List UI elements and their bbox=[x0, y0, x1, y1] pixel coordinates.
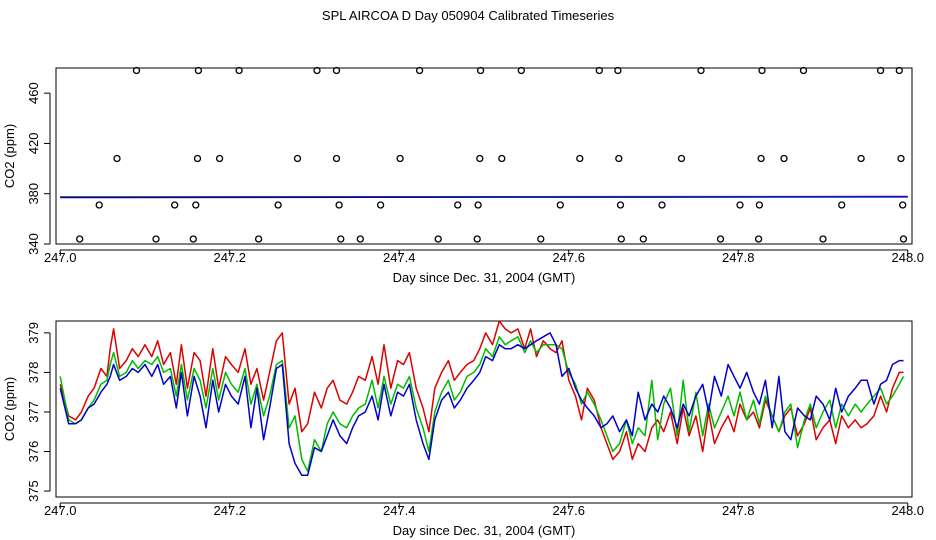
bottom-x-tick-label: 247.4 bbox=[383, 503, 416, 518]
top-calibration-point bbox=[899, 235, 908, 243]
bottom-x-tick-label: 247.6 bbox=[552, 503, 585, 518]
top-calibration-point bbox=[476, 66, 485, 75]
top-calibration-point bbox=[474, 201, 482, 209]
top-calibration-point bbox=[498, 154, 506, 163]
top-calibration-point bbox=[192, 201, 200, 209]
top-calibration-point bbox=[415, 66, 424, 75]
bottom-x-tick-label: 248.0 bbox=[891, 503, 924, 518]
top-calibration-point bbox=[658, 201, 666, 209]
top-calibration-point bbox=[716, 235, 725, 243]
top-calibration-point bbox=[454, 201, 462, 209]
top-calibration-point bbox=[434, 235, 442, 243]
top-calibration-point bbox=[615, 154, 623, 163]
top-x-tick-label: 247.8 bbox=[722, 250, 755, 265]
top-calibration-point bbox=[754, 235, 763, 243]
top-calibration-point bbox=[235, 66, 243, 75]
top-calibration-point bbox=[639, 235, 647, 243]
top-calibration-point bbox=[335, 201, 343, 209]
top-calibration-point bbox=[313, 66, 321, 75]
top-y-tick-label: 340 bbox=[26, 233, 41, 255]
top-calibration-point bbox=[293, 154, 302, 163]
top-calibration-point bbox=[736, 201, 744, 209]
top-calibration-point bbox=[337, 235, 345, 243]
top-calibration-point bbox=[194, 66, 203, 75]
top-calibration-point bbox=[576, 154, 584, 163]
top-calibration-point bbox=[537, 235, 545, 243]
top-calibration-point bbox=[838, 201, 846, 209]
bottom-x-tick-label: 247.8 bbox=[722, 503, 755, 518]
top-calibration-point bbox=[780, 154, 788, 163]
top-calibration-point bbox=[332, 154, 341, 163]
top-x-tick-label: 248.0 bbox=[891, 250, 924, 265]
top-calibration-point bbox=[857, 154, 865, 163]
top-calibration-point bbox=[396, 154, 404, 163]
bottom-series-green-line bbox=[59, 336, 905, 473]
top-calibration-point bbox=[76, 235, 84, 243]
top-calibration-point bbox=[895, 66, 903, 75]
bottom-y-tick-label: 377 bbox=[26, 401, 41, 423]
top-calibration-point bbox=[799, 66, 808, 75]
top-calibration-point bbox=[376, 201, 385, 209]
bottom-x-axis-label: Day since Dec. 31, 2004 (GMT) bbox=[393, 523, 576, 538]
top-calibration-point bbox=[152, 235, 160, 243]
top-calibration-point bbox=[677, 154, 686, 163]
bottom-series-blue-line bbox=[59, 332, 904, 476]
top-calibration-point bbox=[595, 66, 603, 75]
top-calibration-point bbox=[897, 154, 905, 163]
bottom-x-tick-label: 247.2 bbox=[213, 503, 246, 518]
top-panel: 247.0 247.2 247.4 247.6 247.8 248.0 340 380 420 4… bbox=[2, 66, 924, 285]
top-calibration-point bbox=[113, 154, 121, 163]
top-calibration-point bbox=[697, 66, 705, 75]
top-calibration-point bbox=[819, 235, 827, 243]
top-calibration-point bbox=[193, 154, 202, 163]
top-calibration-point bbox=[517, 66, 525, 75]
bottom-y-tick-label: 376 bbox=[26, 441, 41, 463]
top-x-tick-label: 247.4 bbox=[383, 250, 416, 265]
top-calibration-point bbox=[132, 66, 141, 75]
top-x-axis-label: Day since Dec. 31, 2004 (GMT) bbox=[393, 270, 576, 285]
top-x-tick-label: 247.0 bbox=[44, 250, 77, 265]
top-calibration-point bbox=[274, 201, 282, 209]
top-calibration-point bbox=[332, 66, 341, 75]
top-calibration-point bbox=[473, 235, 481, 243]
top-calibration-point bbox=[254, 235, 263, 243]
bottom-y-axis-label: CO2 (ppm) bbox=[2, 377, 17, 441]
chart-title: SPL AIRCOA D Day 050904 Calibrated Times… bbox=[321, 8, 615, 23]
top-calibration-point bbox=[899, 201, 907, 209]
top-y-tick-label: 380 bbox=[26, 183, 41, 205]
top-plot-frame bbox=[55, 67, 913, 245]
top-x-tick-label: 247.2 bbox=[213, 250, 246, 265]
bottom-y-tick-label: 379 bbox=[26, 322, 41, 344]
bottom-series-red-line bbox=[59, 320, 904, 461]
top-calibration-point bbox=[476, 154, 484, 163]
top-y-tick-label: 420 bbox=[26, 133, 41, 155]
bottom-y-tick-label: 378 bbox=[26, 362, 41, 384]
bottom-plot-frame bbox=[55, 320, 913, 498]
top-calibration-point bbox=[556, 201, 564, 209]
top-calibration-point bbox=[617, 235, 625, 243]
bottom-x-tick-label: 247.0 bbox=[44, 503, 77, 518]
top-calibration-point bbox=[171, 201, 179, 209]
top-calibration-point bbox=[757, 154, 765, 163]
bottom-panel: 247.0 247.2 247.4 247.6 247.8 248.0 375 376 377 3… bbox=[2, 320, 924, 538]
top-calibration-point bbox=[616, 201, 625, 209]
top-calibration-point bbox=[189, 235, 197, 243]
top-calibration-point bbox=[614, 66, 622, 75]
top-calibration-point bbox=[758, 66, 766, 75]
top-y-axis-label: CO2 (ppm) bbox=[2, 124, 17, 188]
top-calibration-point bbox=[356, 235, 364, 243]
top-y-tick-label: 460 bbox=[26, 82, 41, 104]
top-calibration-point bbox=[215, 154, 224, 163]
bottom-y-tick-label: 375 bbox=[26, 480, 41, 502]
top-calibration-point bbox=[876, 66, 885, 75]
top-x-tick-label: 247.6 bbox=[552, 250, 585, 265]
top-series-blue-line bbox=[60, 196, 908, 199]
top-calibration-point bbox=[755, 201, 764, 209]
top-calibration-point bbox=[95, 201, 103, 209]
